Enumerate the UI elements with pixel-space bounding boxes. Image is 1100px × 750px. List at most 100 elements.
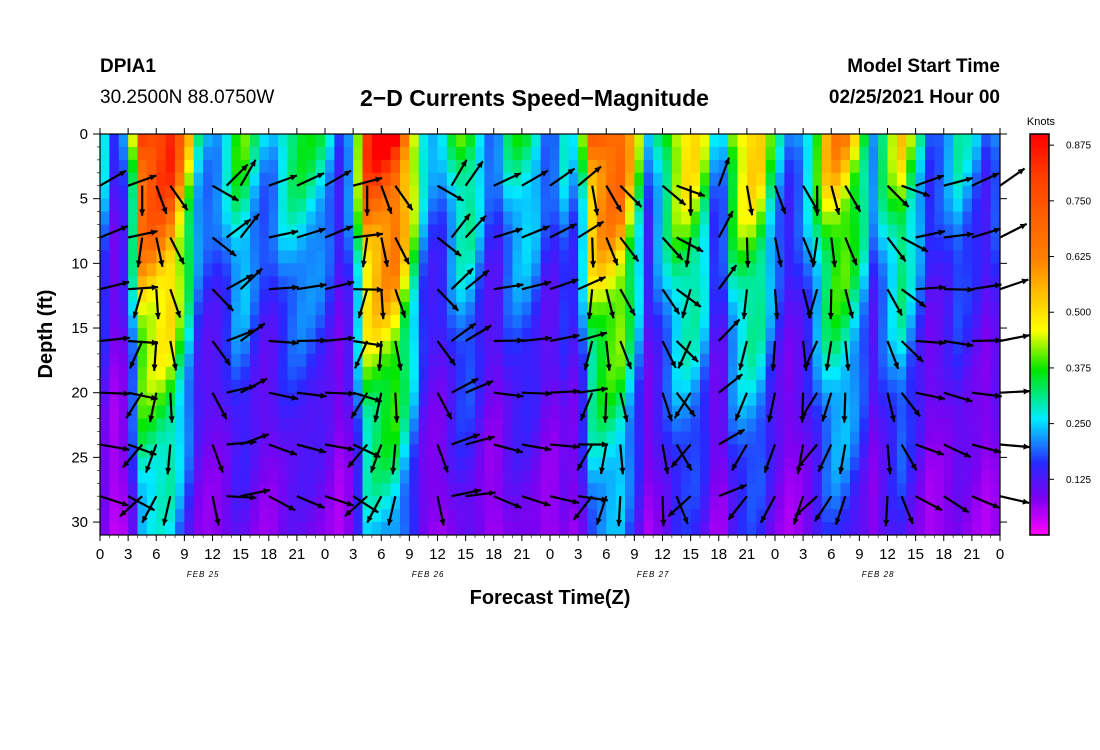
vector-head xyxy=(602,416,609,423)
heat-cell xyxy=(634,522,645,535)
heat-cell xyxy=(212,328,223,342)
heat-cell xyxy=(925,405,935,420)
current-vector xyxy=(521,443,552,452)
heat-cell xyxy=(943,185,954,200)
heat-cell xyxy=(821,276,832,290)
current-vector xyxy=(773,185,787,215)
heat-cell xyxy=(109,366,120,381)
vector-head xyxy=(214,518,221,526)
heat-cell xyxy=(896,392,907,407)
vector-head xyxy=(688,409,695,417)
heat-cell xyxy=(268,496,279,510)
heat-cell xyxy=(334,496,345,510)
heat-cell xyxy=(296,392,307,407)
heat-cell xyxy=(118,366,129,381)
heat-cell xyxy=(681,159,692,174)
vector-head xyxy=(918,300,926,307)
heat-cell xyxy=(934,146,945,161)
heat-cell xyxy=(925,134,935,148)
heat-cell xyxy=(156,159,167,174)
heat-cell xyxy=(334,340,345,355)
heat-cell xyxy=(943,276,954,290)
heat-cell xyxy=(146,379,157,394)
vector-head xyxy=(348,390,355,397)
heat-cell xyxy=(334,431,345,446)
heat-cell xyxy=(662,172,673,187)
heat-cell xyxy=(296,483,307,497)
heat-cell xyxy=(268,172,279,187)
heat-cell xyxy=(268,431,279,446)
heat-cell xyxy=(287,289,298,303)
vector-head xyxy=(965,176,973,183)
heat-cell xyxy=(418,315,429,329)
heat-cell xyxy=(615,302,626,316)
heat-cell xyxy=(100,470,110,484)
current-vector xyxy=(619,288,636,317)
heat-cell xyxy=(128,250,139,264)
x-tick-label: 0 xyxy=(771,546,779,563)
heat-cell xyxy=(287,431,298,446)
heat-cell xyxy=(784,340,795,355)
heat-cell xyxy=(634,302,645,316)
heat-cell xyxy=(100,366,110,381)
heat-cell xyxy=(878,328,889,342)
vector-head xyxy=(963,451,971,458)
heat-cell xyxy=(118,224,129,239)
heat-cell xyxy=(859,276,870,290)
heat-cell xyxy=(484,470,495,484)
heat-cell xyxy=(831,172,842,187)
heat-cell xyxy=(878,198,889,213)
heat-cell xyxy=(381,276,392,290)
current-vector xyxy=(390,444,397,475)
heat-cell xyxy=(596,496,607,510)
vector-head xyxy=(474,488,481,495)
heat-cell xyxy=(906,146,917,161)
heat-cell xyxy=(578,172,589,187)
heat-cell xyxy=(465,353,476,368)
heat-cell xyxy=(718,263,729,277)
heat-cell xyxy=(550,366,560,381)
heat-cell xyxy=(240,392,251,407)
heat-cell xyxy=(756,185,767,200)
heat-cell xyxy=(775,418,785,433)
heat-cell xyxy=(653,379,664,394)
heat-cell xyxy=(250,457,260,471)
heat-cell xyxy=(559,172,570,187)
heat-cell xyxy=(334,263,345,277)
heat-cell xyxy=(943,340,954,355)
heat-cell xyxy=(278,146,289,161)
heat-cell xyxy=(578,328,589,342)
current-vector xyxy=(122,443,144,469)
heat-cell xyxy=(118,431,129,446)
heat-cell xyxy=(971,328,982,342)
heat-cell xyxy=(203,509,214,523)
heat-cell xyxy=(700,250,710,264)
heat-cell xyxy=(184,146,195,161)
heat-cell xyxy=(381,134,392,148)
heat-cell xyxy=(184,483,195,497)
heat-cell xyxy=(521,263,532,277)
heat-cell xyxy=(278,431,289,446)
heat-cell xyxy=(400,470,410,484)
vector-head xyxy=(938,229,945,236)
current-vector xyxy=(901,236,929,253)
heat-cell xyxy=(559,328,570,342)
heat-cell xyxy=(906,470,917,484)
heat-cell xyxy=(493,276,504,290)
heat-cell xyxy=(718,379,729,394)
heat-cell xyxy=(718,366,729,381)
heat-cell xyxy=(456,159,467,174)
heat-cell xyxy=(521,198,532,213)
heat-cell xyxy=(493,250,504,264)
heat-cell xyxy=(803,211,814,226)
heat-cell xyxy=(493,237,504,252)
heat-cell xyxy=(625,211,635,226)
heat-cell xyxy=(662,431,673,446)
heat-cell xyxy=(587,496,598,510)
heat-cell xyxy=(456,405,467,420)
current-vector xyxy=(465,435,495,446)
heat-cell xyxy=(240,198,251,213)
vector-head xyxy=(406,203,413,211)
heat-cell xyxy=(643,315,654,329)
heat-cell xyxy=(962,353,973,368)
